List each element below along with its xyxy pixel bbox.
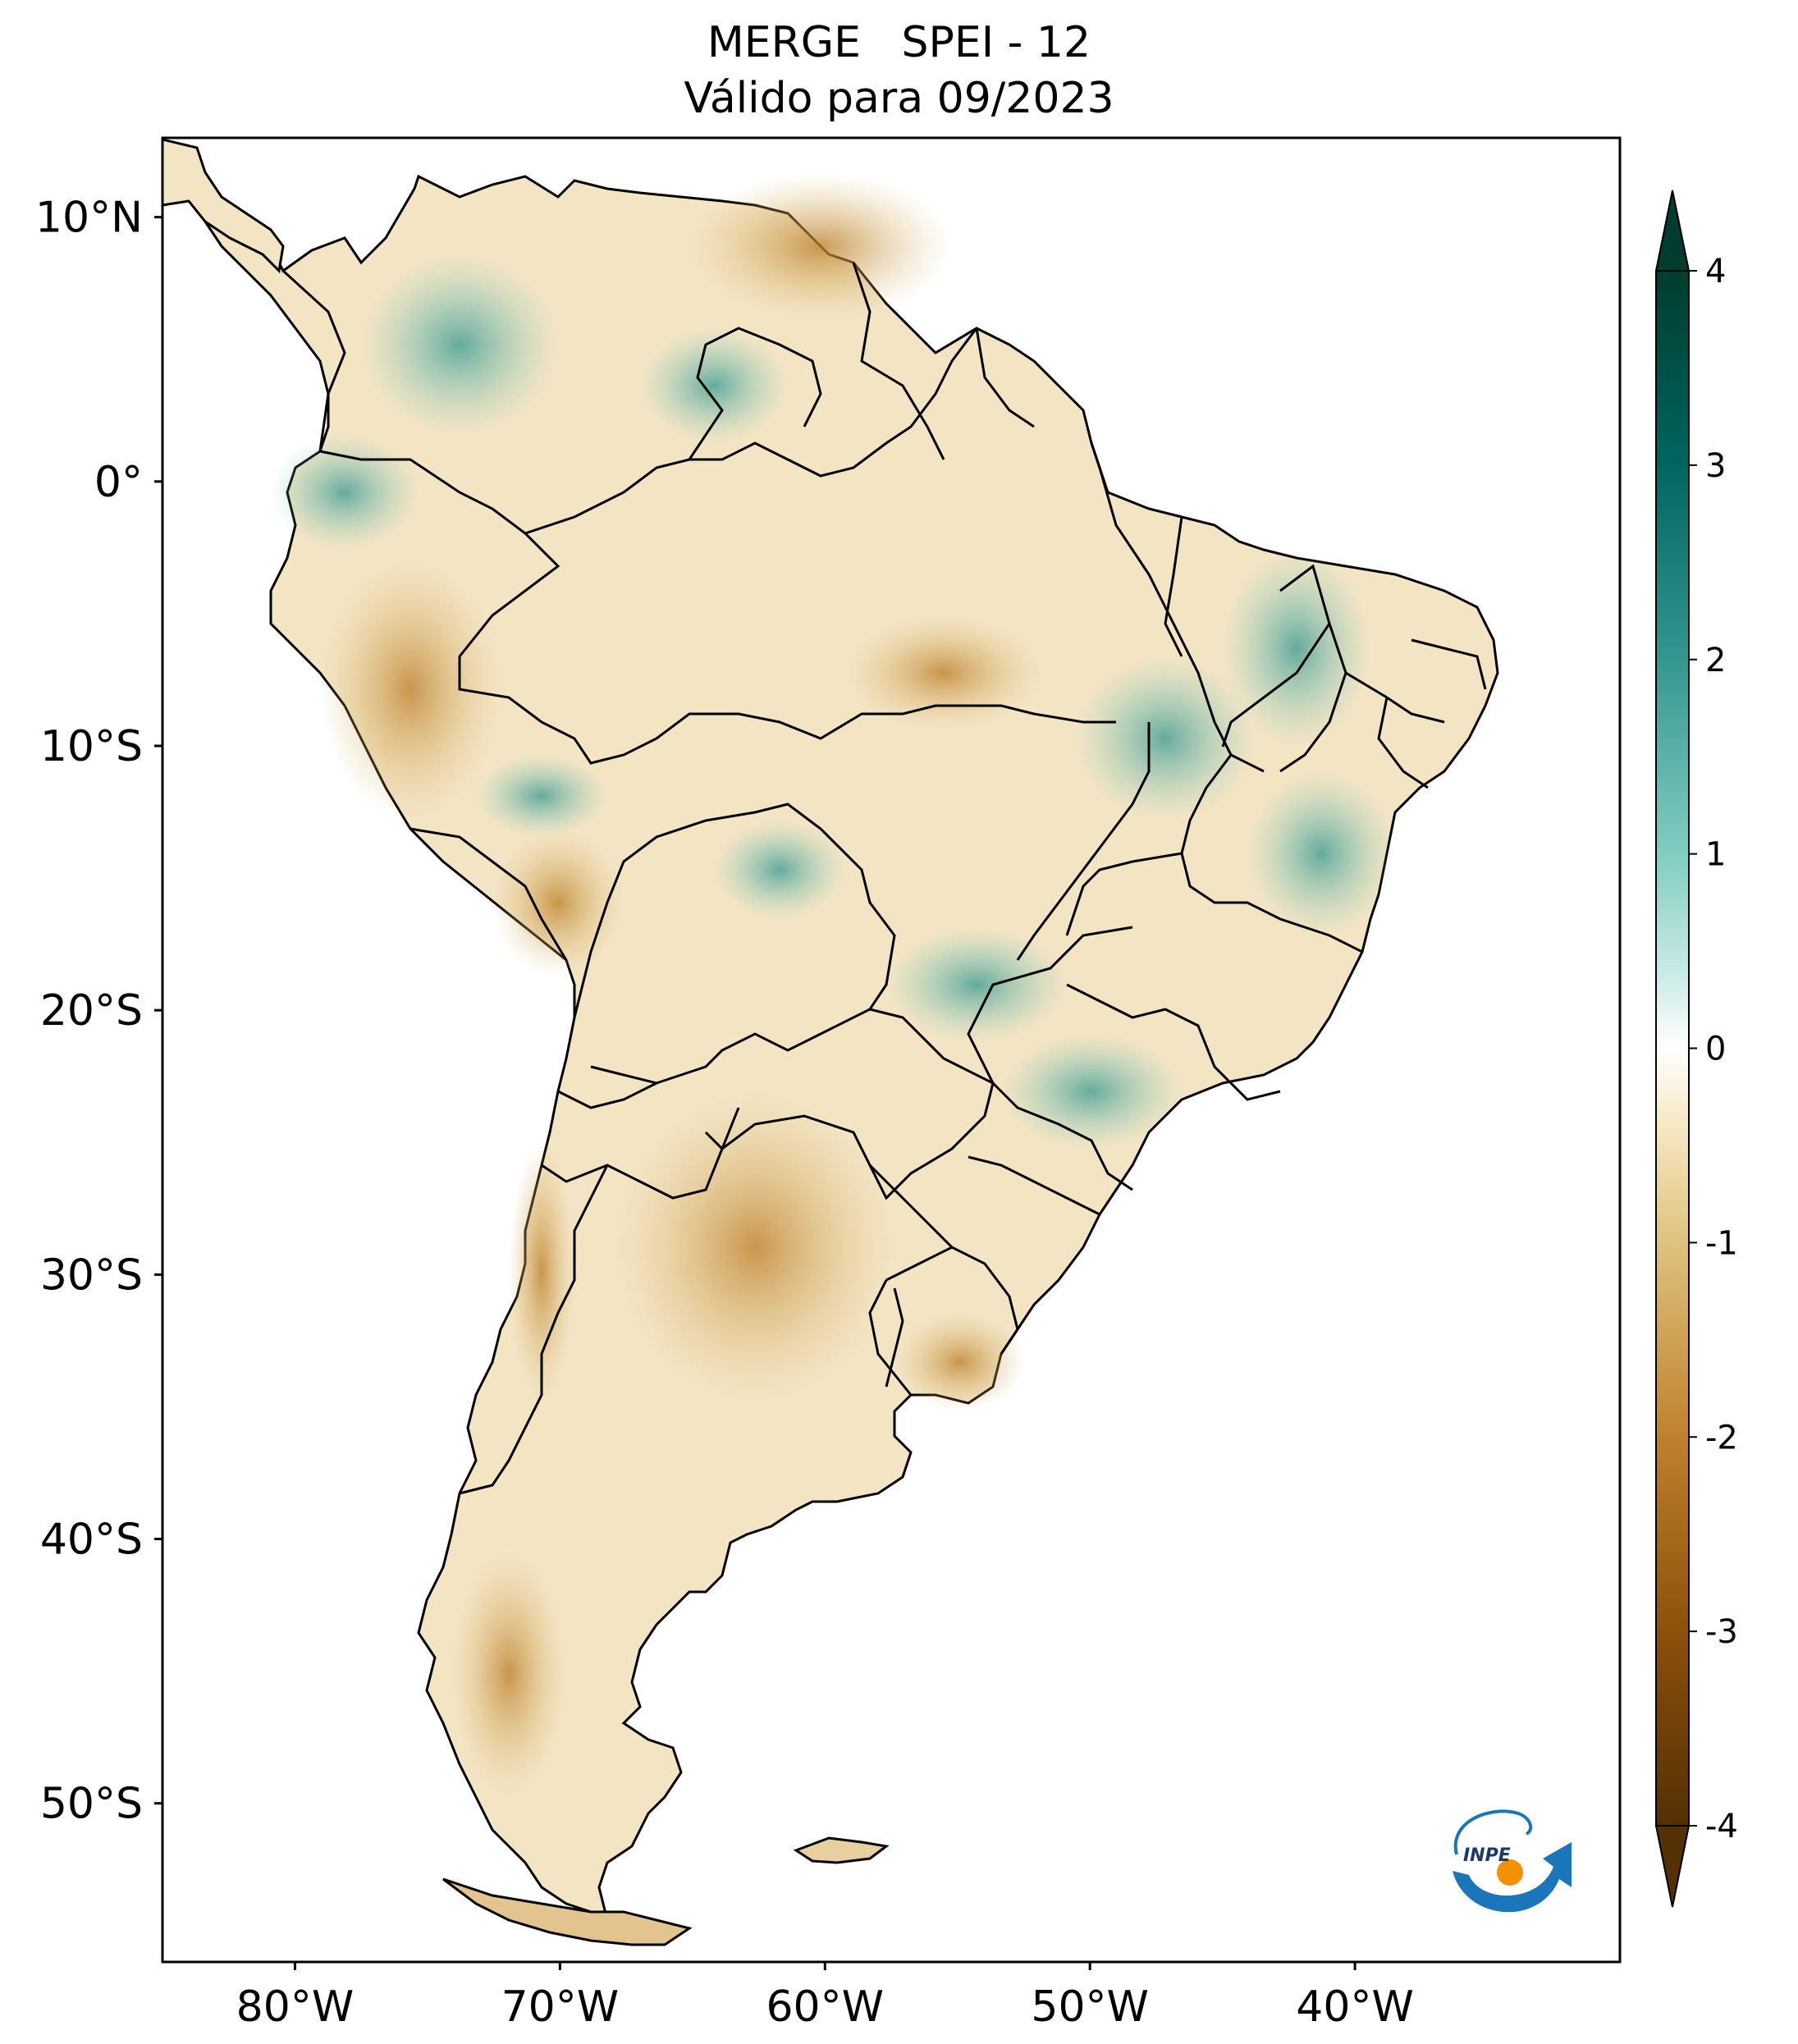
colorbar-tick-label: -4 bbox=[1705, 1808, 1738, 1845]
lon-tick-label: 80°W bbox=[236, 1982, 355, 2032]
colorbar: 4 3 2 1 0 -1 -2 -3 -4 bbox=[1654, 190, 1738, 1908]
colorbar-tick-label: 3 bbox=[1705, 447, 1726, 485]
colorbar-extend-max bbox=[1654, 190, 1690, 272]
colorbar-tick-label: 0 bbox=[1705, 1031, 1726, 1068]
inpe-logo: INPE bbox=[1453, 1809, 1572, 1913]
central-america bbox=[162, 138, 285, 274]
lon-tick-label: 50°W bbox=[1031, 1982, 1149, 2032]
lat-tick-label: 20°S bbox=[40, 986, 143, 1036]
political-boundaries bbox=[281, 262, 1487, 1495]
lat-tick-label: 40°S bbox=[40, 1516, 143, 1565]
logo-orange-dot bbox=[1497, 1859, 1523, 1886]
lon-tick-label: 40°W bbox=[1296, 1982, 1414, 2032]
lon-tick-label: 70°W bbox=[501, 1982, 620, 2032]
colorbar-tick-label: -2 bbox=[1705, 1419, 1738, 1456]
map-title: MERGE SPEI - 12 bbox=[707, 18, 1091, 67]
lat-tick-label: 10°N bbox=[35, 194, 143, 243]
map-content bbox=[162, 138, 1499, 1946]
longitude-axis: 80°W 70°W 60°W 50°W 40°W bbox=[236, 1962, 1414, 2032]
colorbar-tick-label: 4 bbox=[1705, 253, 1726, 290]
colorbar-tick-label: 2 bbox=[1705, 642, 1726, 679]
lon-tick-label: 60°W bbox=[766, 1982, 884, 2032]
lat-tick-label: 30°S bbox=[40, 1251, 143, 1300]
lat-tick-label: 50°S bbox=[40, 1780, 143, 1829]
lat-tick-label: 10°S bbox=[40, 722, 143, 771]
colorbar-gradient bbox=[1655, 270, 1690, 1827]
colorbar-tick-label: 1 bbox=[1705, 836, 1726, 874]
tierra-del-fuego bbox=[442, 1877, 693, 1946]
latitude-axis: 10°N 0° 10°S 20°S 30°S 40°S 50°S bbox=[35, 194, 162, 1829]
logo-text: INPE bbox=[1463, 1845, 1511, 1866]
logo-arc-thin bbox=[1453, 1809, 1533, 1855]
lat-tick-label: 0° bbox=[94, 458, 143, 507]
logo-arrow bbox=[1453, 1842, 1572, 1913]
colorbar-tick-label: -1 bbox=[1705, 1224, 1738, 1262]
colorbar-extend-min bbox=[1654, 1825, 1690, 1908]
falkland-islands bbox=[793, 1836, 890, 1864]
spei-shading bbox=[271, 172, 1395, 1797]
map-subtitle: Válido para 09/2023 bbox=[684, 74, 1114, 123]
colorbar-ticks: 4 3 2 1 0 -1 -2 -3 -4 bbox=[1689, 253, 1738, 1845]
colorbar-tick-label: -3 bbox=[1705, 1613, 1738, 1651]
south-america-landmass bbox=[199, 174, 1499, 1923]
